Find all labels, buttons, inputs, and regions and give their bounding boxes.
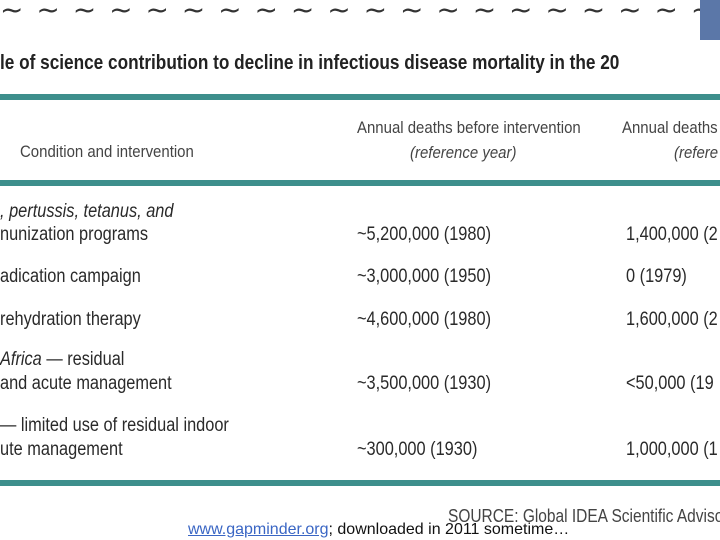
row4-condition-line1: Africa — residual (0, 349, 124, 371)
row5-after: 1,000,000 (1 (626, 439, 718, 460)
footer-text: ; downloaded in 2011 sometime… (328, 521, 570, 538)
col-header-after-year-text: (refere (674, 143, 719, 162)
table-title: le of science contribution to decline in… (0, 52, 620, 74)
decorative-tilde-border: ~ ~ ~ ~ ~ ~ ~ ~ ~ ~ ~ ~ ~ ~ ~ ~ ~ ~ ~ ~ … (0, 0, 700, 22)
row4-condition-italic: Africa (0, 349, 42, 370)
corner-accent (700, 0, 720, 40)
row3-before: ~4,600,000 (1980) (357, 309, 492, 330)
row3-after: 1,600,000 (2 (626, 309, 718, 330)
row2-before: ~3,000,000 (1950) (357, 266, 492, 287)
row5-condition-line2: ute management (0, 439, 123, 460)
col-header-condition: Condition and intervention (20, 142, 194, 161)
row1-condition-italic: , pertussis, tetanus, and (0, 201, 174, 222)
row1-condition-line1: , pertussis, tetanus, and (0, 201, 173, 223)
row4-condition-rest: — residual (41, 349, 125, 370)
row3-condition: rehydration therapy (0, 309, 141, 330)
gapminder-link[interactable]: www.gapminder.org (188, 521, 329, 538)
table-rule-bottom (0, 480, 720, 486)
row1-before: ~5,200,000 (1980) (357, 224, 492, 245)
row5-before: ~300,000 (1930) (357, 439, 478, 460)
row4-after: <50,000 (19 (626, 373, 714, 394)
row5-condition-line1: — limited use of residual indoor (0, 415, 229, 436)
header-rule-top (0, 94, 720, 100)
row2-after: 0 (1979) (626, 266, 687, 287)
footer-caption: www.gapminder.org; downloaded in 2011 so… (188, 521, 569, 539)
col-header-before-year-text: (reference year) (410, 143, 517, 162)
table-source: SOURCE: Global IDEA Scientific Advisory (448, 506, 720, 526)
row1-condition-line2: nunization programs (0, 224, 149, 245)
col-header-after: Annual deaths a (622, 118, 720, 137)
row4-condition-line2: and acute management (0, 373, 172, 394)
col-header-before-year: (reference year) (410, 143, 516, 163)
header-rule-bottom (0, 180, 720, 186)
row2-condition: adication campaign (0, 266, 141, 287)
row1-after: 1,400,000 (2 (626, 224, 718, 245)
row4-before: ~3,500,000 (1930) (357, 373, 492, 394)
col-header-after-year: (refere (674, 143, 718, 163)
col-header-before: Annual deaths before intervention (357, 118, 581, 137)
